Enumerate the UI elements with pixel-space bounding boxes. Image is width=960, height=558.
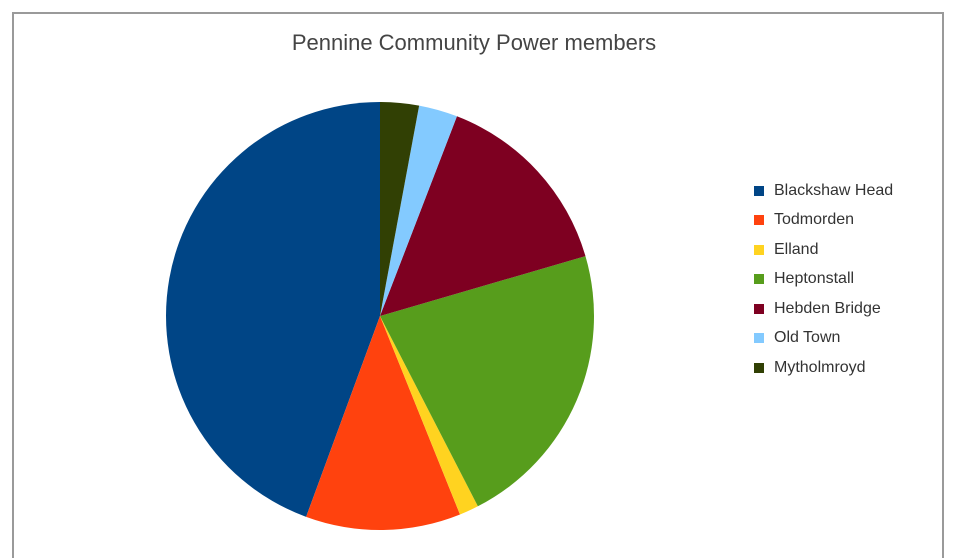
pie-slice-blackshaw-head bbox=[166, 102, 380, 517]
legend-label: Blackshaw Head bbox=[774, 181, 894, 199]
legend-item: Old Town bbox=[754, 324, 893, 354]
legend-item: Hebden Bridge bbox=[754, 294, 893, 324]
pie-slice-heptonstall bbox=[380, 256, 595, 507]
legend-label: Heptonstall bbox=[774, 270, 855, 288]
legend-item: Todmorden bbox=[754, 206, 893, 236]
legend-item: Mytholmroyd bbox=[754, 353, 893, 383]
legend-label: Todmorden bbox=[774, 211, 855, 229]
legend-swatch bbox=[754, 333, 764, 344]
chart-title: Pennine Community Power members bbox=[291, 30, 657, 55]
legend-label: Hebden Bridge bbox=[774, 299, 881, 317]
legend-label: Elland bbox=[774, 240, 819, 258]
legend-item: Elland bbox=[754, 235, 893, 265]
legend-item: Blackshaw Head bbox=[754, 176, 893, 206]
pie-slice-old-town bbox=[380, 105, 457, 316]
legend-label: Old Town bbox=[774, 329, 841, 347]
legend-swatch bbox=[754, 215, 764, 226]
legend-swatch bbox=[754, 244, 764, 255]
pie-slice-hebden-bridge bbox=[380, 116, 586, 316]
legend-swatch bbox=[754, 274, 764, 285]
chart-legend: Blackshaw Head Todmorden Elland Heptonstall… bbox=[754, 176, 893, 383]
pie-slice-elland bbox=[380, 316, 478, 515]
legend-swatch bbox=[754, 362, 764, 373]
legend-item: Heptonstall bbox=[754, 265, 893, 295]
pie-slice-mytholmroyd bbox=[380, 102, 420, 316]
legend-swatch bbox=[754, 303, 764, 314]
pie-slice-todmorden bbox=[306, 316, 460, 531]
legend-label: Mytholmroyd bbox=[774, 358, 866, 376]
legend-swatch bbox=[754, 185, 764, 196]
